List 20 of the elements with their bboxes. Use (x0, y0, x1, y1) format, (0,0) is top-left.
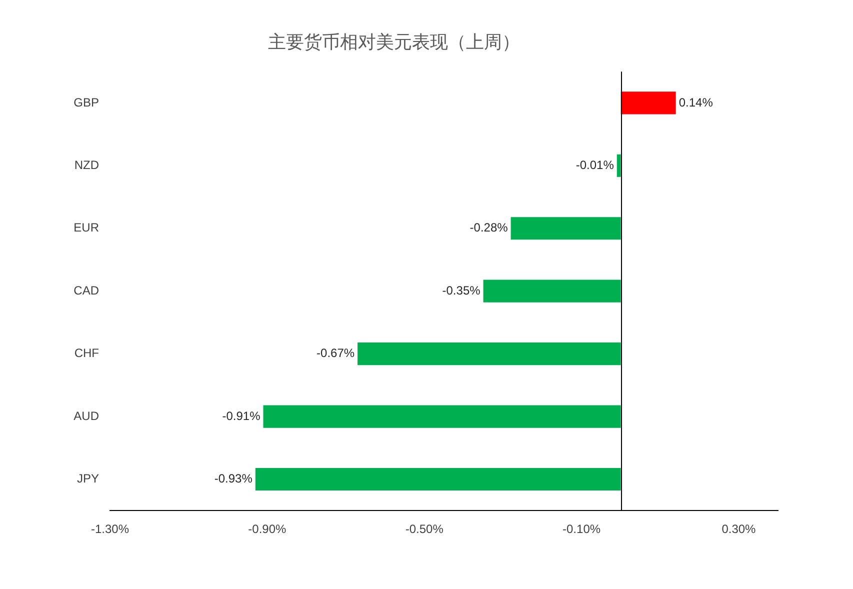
y-tick-label: AUD (74, 408, 100, 423)
y-tick-label: EUR (74, 220, 100, 235)
data-label: -0.67% (316, 346, 355, 360)
data-label: -0.91% (222, 408, 261, 423)
y-tick-label: NZD (74, 158, 100, 172)
data-label: -0.01% (576, 158, 614, 172)
chart-title: 主要货币相对美元表现（上周） (268, 32, 520, 52)
y-tick-label: JPY (76, 472, 99, 486)
x-tick-label: -0.50% (405, 522, 444, 536)
x-tick-label: -0.90% (248, 522, 287, 536)
x-tick-label: 0.30% (722, 522, 756, 536)
y-tick-label: CAD (74, 283, 100, 298)
y-tick-label: CHF (74, 346, 99, 360)
data-label: -0.28% (470, 220, 508, 235)
data-label: -0.93% (214, 472, 253, 486)
x-tick-label: -1.30% (90, 522, 130, 536)
x-tick-label: -0.10% (562, 522, 601, 536)
y-tick-label: GBP (74, 95, 99, 110)
data-label: -0.35% (442, 283, 481, 298)
data-label: 0.14% (678, 95, 714, 110)
